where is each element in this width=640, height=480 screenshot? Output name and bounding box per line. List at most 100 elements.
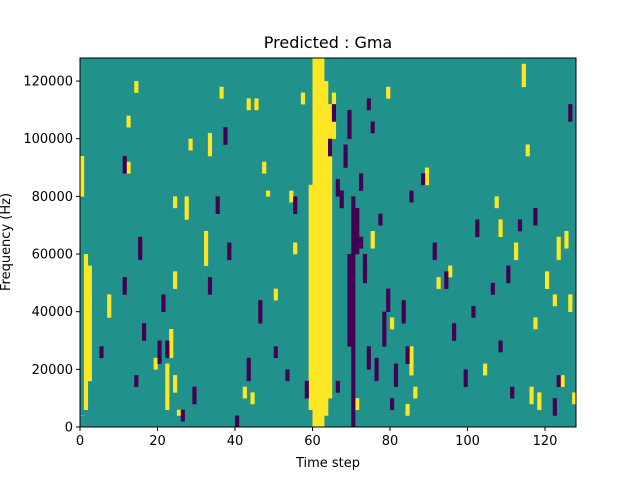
heatmap-cell-low (359, 236, 364, 249)
heatmap-cell-high (83, 254, 89, 410)
heatmap-cell-low (122, 156, 127, 174)
heatmap-cell-high (514, 242, 519, 261)
heatmap-cell-high (525, 144, 530, 157)
heatmap-cell-low (362, 265, 368, 278)
heatmap-cell-low (355, 207, 360, 255)
x-tick-label: 120 (533, 434, 558, 449)
heatmap-cell-low (510, 386, 515, 399)
heatmap-cell-low (552, 398, 557, 416)
y-tick-label: 80000 (32, 190, 73, 205)
x-tick-label: 60 (304, 434, 321, 449)
chart-title: Predicted : Gma (264, 33, 392, 52)
heatmap-cell-low (165, 340, 170, 359)
heatmap-cell-high (293, 242, 298, 255)
heatmap-cell-low (405, 346, 410, 364)
heatmap-cell-high (320, 58, 325, 428)
heatmap-cell-high (324, 81, 329, 416)
heatmap-cell-high (134, 81, 139, 93)
heatmap-cell-low (138, 236, 143, 261)
heatmap-cell-low (390, 398, 395, 410)
x-tick-label: 100 (455, 434, 480, 449)
heatmap-cell-high (312, 58, 317, 428)
heatmap-cell-high (560, 375, 565, 387)
heatmap-cell-high (173, 375, 178, 393)
y-tick-label: 20000 (32, 363, 73, 378)
heatmap-cell-low (215, 196, 220, 214)
heatmap-cell-high (126, 161, 131, 174)
heatmap-cell-high (300, 92, 306, 105)
heatmap-cell-high (219, 86, 224, 99)
heatmap-cell-low (452, 323, 457, 341)
heatmap-cell-high (328, 104, 333, 399)
heatmap-cell-high (390, 317, 395, 330)
heatmap-cell-low (378, 213, 383, 226)
heatmap-cell-high (413, 386, 418, 399)
heatmap-cell-high (355, 398, 360, 410)
heatmap-cell-high (176, 409, 182, 416)
heatmap-cell-high (533, 317, 538, 330)
heatmap-cell-low (258, 300, 263, 324)
heatmap-cell-low (444, 271, 449, 289)
heatmap-cell-low (359, 173, 364, 191)
heatmap-cell-high (448, 265, 453, 278)
heatmap-cell-low (386, 288, 391, 312)
heatmap-cell-high (173, 271, 178, 289)
heatmap-cell-low (506, 265, 511, 284)
heatmap-cell-high (556, 236, 561, 261)
heatmap-cell-low (343, 144, 348, 168)
heatmap-cell-low (366, 98, 371, 111)
heatmap-cell-high (405, 403, 410, 416)
heatmap-cell-low (293, 196, 298, 214)
heatmap-cell-low (393, 363, 399, 387)
heatmap-cell-low (161, 294, 166, 312)
heatmap-cell-high (436, 277, 441, 289)
heatmap-cell-high (289, 190, 294, 203)
heatmap-cell-high (386, 86, 391, 99)
heatmap-cell-high (308, 184, 313, 410)
heatmap-cell-high (545, 271, 550, 289)
heatmap-cell-high (370, 230, 375, 249)
heatmap-cell-high (242, 386, 247, 399)
heatmap-cell-high (184, 196, 189, 220)
y-tick-label: 120000 (23, 75, 73, 90)
heatmap-cell-high (266, 190, 271, 197)
heatmap-cell-high (572, 392, 577, 405)
heatmap-cell-low (335, 380, 340, 393)
heatmap-cell-low (463, 369, 468, 387)
heatmap-cell-low (331, 104, 337, 122)
heatmap-cell-high (552, 294, 557, 307)
heatmap-cell-low (246, 357, 251, 382)
plot-frame (79, 57, 577, 428)
heatmap-cell-low (134, 375, 139, 387)
heatmap-cell-high (126, 115, 131, 128)
heatmap-cell-high (537, 392, 542, 411)
heatmap-cell-low (382, 311, 387, 347)
heatmap-cell-high (107, 294, 112, 318)
heatmap-cell-high (409, 346, 414, 376)
heatmap-cell-high (494, 196, 499, 209)
heatmap-cell-high (250, 392, 255, 405)
heatmap-cell-high (204, 230, 209, 266)
x-axis: 0 20 40 60 80 100 120 (76, 427, 558, 449)
heatmap-cell-low (122, 277, 127, 295)
heatmap-cell-low (517, 219, 523, 232)
heatmap-cell-high (87, 294, 92, 307)
heatmap-cell-low (432, 242, 437, 261)
x-tick-label: 20 (149, 434, 166, 449)
heatmap-cell-low (533, 207, 538, 226)
heatmap-cell-low (192, 386, 197, 405)
heatmap-cell-low (328, 138, 333, 157)
heatmap-cell-low (490, 282, 495, 295)
y-tick-label: 40000 (32, 305, 73, 320)
heatmap-cell-low (347, 254, 352, 347)
heatmap-cell-high (153, 357, 158, 370)
heatmap-cell-low (374, 357, 379, 382)
heatmap-cell-high (273, 288, 278, 301)
heatmap-cells (80, 58, 577, 428)
x-tick-label: 40 (227, 434, 244, 449)
heatmap-cell-high (87, 265, 92, 382)
heatmap-cell-high (262, 161, 267, 174)
heatmap-cell-low (351, 196, 356, 428)
y-tick-label: 0 (65, 421, 73, 436)
